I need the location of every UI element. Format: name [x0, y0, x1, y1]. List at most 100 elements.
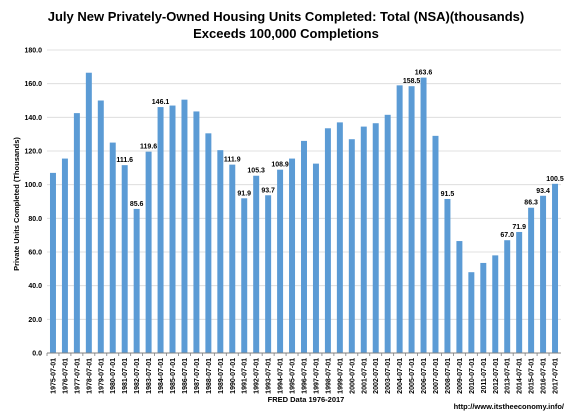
x-tick-label: 2014-07-01: [517, 358, 524, 394]
y-tick-label: 160.0: [24, 81, 42, 88]
data-label: 86.3: [524, 200, 538, 207]
bar: [73, 113, 80, 353]
x-tick-label: 2004-07-01: [397, 358, 404, 394]
bar: [396, 85, 403, 353]
bar: [241, 198, 248, 353]
data-label: 91.5: [441, 191, 455, 198]
bar: [205, 133, 212, 353]
y-tick-label: 60.0: [28, 250, 42, 257]
bar: [336, 122, 343, 353]
y-tick-label: 40.0: [28, 283, 42, 290]
x-tick-label: 2003-07-01: [385, 358, 392, 394]
x-tick-label: 2000-07-01: [349, 358, 356, 394]
x-tick-label: 1979-07-01: [98, 358, 105, 394]
bar: [372, 123, 379, 353]
bar: [384, 114, 391, 353]
x-tick-label: 1986-07-01: [182, 358, 189, 394]
y-tick-label: 20.0: [28, 317, 42, 324]
bar: [324, 128, 331, 353]
bar: [492, 255, 499, 353]
y-tick-label: 140.0: [24, 115, 42, 122]
x-tick-label: 2012-07-01: [493, 358, 500, 394]
data-label: 100.5: [546, 176, 564, 183]
data-label: 67.0: [500, 232, 514, 239]
x-tick-label: 1981-07-01: [122, 358, 129, 394]
x-tick-label: 1990-07-01: [230, 358, 237, 394]
bar: [552, 183, 559, 353]
x-tick-label: 1998-07-01: [325, 358, 332, 394]
bar: [312, 163, 319, 353]
bar: [169, 105, 176, 353]
data-label: 163.6: [415, 70, 433, 77]
y-axis-title: Private Units Completed (Thousands): [12, 137, 21, 271]
x-tick-label: 1987-07-01: [194, 358, 201, 394]
x-tick-label: 2001-07-01: [361, 358, 368, 394]
bar: [145, 151, 152, 353]
data-label: 111.9: [224, 157, 241, 164]
bar: [480, 262, 487, 353]
data-label: 111.6: [116, 157, 133, 164]
data-label: 119.6: [140, 144, 157, 151]
x-tick-label: 1994-07-01: [278, 358, 285, 394]
bar: [181, 99, 188, 354]
x-tick-label: 2006-07-01: [421, 358, 428, 394]
bar: [109, 142, 116, 353]
x-tick-label: 1995-07-01: [290, 358, 297, 394]
bar: [420, 77, 427, 354]
bar: [348, 139, 355, 353]
data-label: 93.4: [536, 188, 550, 195]
x-tick-label: 1988-07-01: [206, 358, 213, 394]
bar: [157, 107, 164, 353]
x-tick-label: 2010-07-01: [469, 358, 476, 394]
x-tick-label: 1983-07-01: [146, 358, 153, 394]
x-tick-label: 1985-07-01: [170, 358, 177, 394]
bar: [133, 208, 140, 353]
y-axis-ticks: 0.0 20.0 40.0 60.0 80.0 100.0 120.0 140.0 160.0 1…: [24, 48, 42, 358]
data-label: 158.5: [403, 78, 421, 85]
bar: [85, 72, 92, 353]
x-tick-label: 1978-07-01: [86, 358, 93, 394]
bars: [49, 72, 559, 354]
data-label: 93.7: [261, 187, 275, 194]
bar: [456, 241, 463, 353]
x-tick-label: 2002-07-01: [373, 358, 380, 394]
bar: [408, 86, 415, 354]
x-tick-label: 1976-07-01: [62, 358, 69, 394]
bar: [516, 231, 523, 353]
bar: [217, 150, 224, 353]
y-tick-label: 180.0: [24, 48, 42, 55]
x-tick-label: 2005-07-01: [409, 358, 416, 394]
y-tick-label: 100.0: [24, 182, 42, 189]
data-label: 91.9: [237, 190, 251, 197]
bar: [444, 198, 451, 353]
bar: [301, 140, 307, 353]
chart-subtitle: Exceeds 100,000 Completions: [193, 26, 379, 41]
data-label: 71.9: [512, 224, 526, 231]
x-tick-label: 2013-07-01: [505, 358, 512, 394]
x-axis-ticks: 1975-07-01 1976-07-01 1977-07-01 1978-07-01…: [46, 353, 560, 394]
x-tick-label: 1996-07-01: [302, 358, 309, 394]
bar: [540, 195, 547, 353]
bar: [61, 158, 68, 353]
bar: [97, 100, 104, 353]
y-tick-label: 0.0: [32, 351, 42, 358]
x-tick-label: 2017-07-01: [553, 358, 560, 394]
x-tick-label: 2009-07-01: [457, 358, 464, 394]
y-tick-label: 120.0: [24, 149, 42, 156]
bar: [504, 240, 511, 353]
data-labels: 111.6 85.6 119.6 146.1 111.9 91.9 105.3 93.7 108…: [116, 70, 564, 240]
data-label: 146.1: [152, 99, 170, 106]
x-tick-label: 2008-07-01: [445, 358, 452, 394]
chart-title: July New Privately-Owned Housing Units C…: [48, 9, 524, 24]
bar: [193, 111, 200, 353]
data-label: 108.9: [271, 162, 289, 169]
bar: [229, 164, 236, 353]
x-tick-label: 1999-07-01: [337, 358, 344, 394]
y-tick-label: 80.0: [28, 216, 42, 223]
x-tick-label: 1992-07-01: [254, 358, 261, 394]
x-tick-label: 1991-07-01: [242, 358, 249, 394]
x-tick-label: 2016-07-01: [541, 358, 548, 394]
bar: [432, 135, 439, 353]
